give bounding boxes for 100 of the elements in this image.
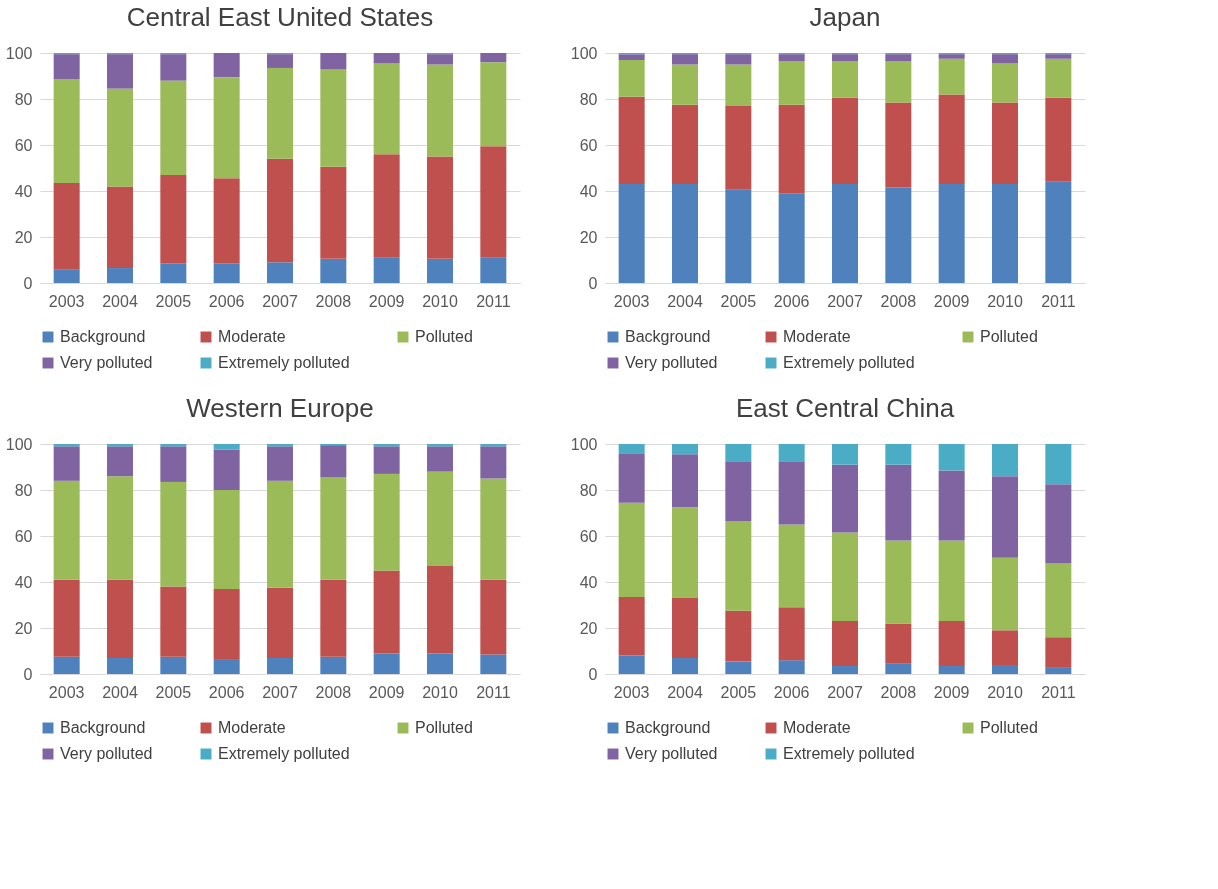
- y-tick-label: 40: [579, 182, 598, 200]
- y-tick-label: 100: [5, 435, 33, 453]
- x-tick-label: 2006: [208, 683, 245, 701]
- x-tick-label: 2009: [933, 292, 970, 310]
- bar: [725, 189, 752, 283]
- bar: [992, 63, 1018, 103]
- bar: [672, 184, 698, 283]
- y-tick-label: 40: [14, 573, 33, 591]
- bar: [1045, 97, 1072, 182]
- bar: [778, 524, 805, 608]
- y-tick-label: 80: [579, 90, 598, 108]
- bar: [1045, 563, 1072, 638]
- legend-label: Polluted: [980, 719, 1038, 736]
- y-tick-label: 0: [588, 665, 598, 683]
- bar: [107, 54, 133, 89]
- x-tick-label: 2011: [476, 292, 511, 310]
- x-tick-label: 2009: [368, 292, 405, 310]
- bar: [725, 444, 752, 462]
- bar: [373, 446, 400, 474]
- legend-label: Extremely polluted: [218, 745, 350, 762]
- bar: [267, 262, 293, 283]
- bar: [885, 464, 912, 541]
- x-tick-label: 2007: [827, 683, 863, 701]
- bar: [672, 507, 698, 599]
- x-tick-label: 2004: [102, 292, 138, 310]
- bar: [107, 476, 133, 580]
- bar: [618, 453, 645, 503]
- bar: [53, 446, 80, 481]
- bar: [1045, 484, 1072, 564]
- bar: [992, 54, 1018, 64]
- bar: [885, 540, 912, 624]
- bar: [938, 184, 965, 283]
- bar: [427, 54, 453, 65]
- bar: [618, 502, 645, 597]
- bar: [373, 473, 400, 571]
- legend-label: Moderate: [218, 719, 286, 736]
- bar: [885, 102, 912, 188]
- bar: [618, 59, 645, 97]
- legend-label: Background: [60, 328, 146, 345]
- legend-label: Moderate: [218, 328, 286, 345]
- legend-label: Very polluted: [60, 745, 153, 762]
- legend-label: Polluted: [415, 719, 473, 736]
- bar: [778, 444, 805, 462]
- bar: [778, 104, 805, 194]
- y-tick-label: 80: [14, 481, 33, 499]
- y-tick-label: 60: [579, 527, 598, 545]
- bar: [992, 665, 1018, 674]
- bar: [480, 257, 507, 283]
- x-tick-label: 2005: [720, 683, 757, 701]
- bar: [992, 444, 1018, 477]
- bar: [53, 269, 80, 283]
- x-tick-label: 2006: [208, 292, 245, 310]
- bar: [427, 258, 453, 283]
- bar: [672, 64, 698, 105]
- bar: [373, 653, 400, 674]
- y-tick-label: 60: [14, 136, 33, 154]
- y-tick-label: 20: [579, 619, 598, 637]
- bar: [427, 156, 453, 259]
- bar: [832, 464, 858, 533]
- chart-title: Japan: [809, 2, 881, 32]
- bar: [832, 61, 858, 98]
- y-tick-label: 20: [14, 619, 33, 637]
- bar: [992, 557, 1018, 631]
- x-tick-label: 2005: [720, 292, 757, 310]
- bar: [778, 660, 805, 674]
- bar: [1045, 444, 1072, 485]
- y-tick-label: 0: [23, 274, 33, 292]
- bar: [160, 446, 187, 482]
- bar: [725, 610, 752, 662]
- legend-label: Moderate: [783, 719, 851, 736]
- bar: [373, 63, 400, 155]
- bar: [832, 444, 858, 465]
- bar: [107, 657, 133, 674]
- bar: [480, 53, 507, 63]
- bar: [1045, 637, 1072, 668]
- bar: [725, 461, 752, 522]
- bar: [320, 445, 347, 478]
- bar: [778, 607, 805, 661]
- bar: [107, 579, 133, 658]
- bar: [373, 570, 400, 654]
- bar: [938, 54, 965, 59]
- bar: [672, 598, 698, 658]
- bar: [213, 490, 240, 589]
- bar: [160, 174, 187, 264]
- bar: [618, 596, 645, 656]
- bar: [480, 146, 507, 258]
- bar: [160, 80, 187, 175]
- chart-title: Central East United States: [126, 2, 434, 32]
- bar: [267, 446, 293, 481]
- bar: [938, 621, 965, 666]
- x-tick-label: 2011: [1041, 292, 1076, 310]
- bar: [320, 258, 347, 283]
- bar: [53, 182, 80, 270]
- bar: [778, 193, 805, 283]
- y-tick-label: 60: [14, 527, 33, 545]
- bar: [778, 61, 805, 105]
- y-tick-label: 40: [14, 182, 33, 200]
- y-tick-label: 60: [579, 136, 598, 154]
- y-tick-label: 100: [5, 44, 33, 62]
- bar: [213, 178, 240, 264]
